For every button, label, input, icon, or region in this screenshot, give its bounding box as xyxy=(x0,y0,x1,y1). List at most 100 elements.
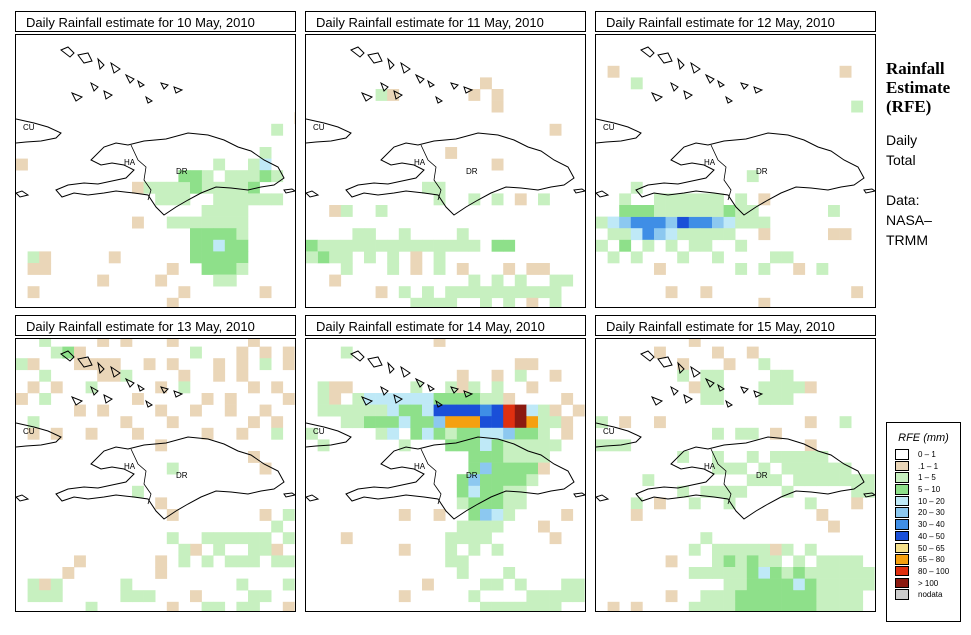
rainfall-cell xyxy=(120,590,133,603)
rainfall-cell xyxy=(619,205,632,217)
rainfall-cell xyxy=(712,193,724,206)
rainfall-cell xyxy=(700,532,713,545)
rainfall-cell xyxy=(178,286,191,299)
rainfall-cell xyxy=(851,555,864,568)
rainfall-cell xyxy=(456,393,469,405)
rainfall-cell xyxy=(514,427,527,440)
rainfall-cell xyxy=(793,474,806,487)
rainfall-cell xyxy=(491,100,504,113)
rainfall-cell xyxy=(468,193,481,206)
rainfall-cell xyxy=(770,369,782,382)
rainfall-cell xyxy=(793,601,806,611)
rainfall-cell xyxy=(549,297,562,307)
cuba-coastline xyxy=(16,422,62,448)
hispaniola-coastline xyxy=(635,436,865,520)
rainfall-cell xyxy=(758,381,771,394)
rainfall-cell xyxy=(538,439,550,452)
bahamas-island xyxy=(350,46,365,58)
rainfall-cell xyxy=(422,404,434,417)
bahamas-island xyxy=(77,52,93,64)
rainfall-cell xyxy=(39,339,52,347)
legend-item: 50 – 65 xyxy=(887,542,960,555)
rainfall-cell xyxy=(677,451,690,463)
rainfall-cell xyxy=(630,205,643,217)
rainfall-cell xyxy=(456,439,469,452)
rainfall-cell xyxy=(248,193,260,206)
rainfall-cell xyxy=(271,170,284,183)
rainfall-cell xyxy=(758,216,771,229)
rainfall-cell xyxy=(340,251,353,264)
haiti-dr-border xyxy=(710,144,732,201)
bahamas-island xyxy=(450,386,459,394)
rainfall-map: CU HA DR xyxy=(15,34,296,308)
rainfall-cell xyxy=(491,578,504,591)
rainfall-cell xyxy=(514,369,527,382)
legend-swatch xyxy=(895,472,909,483)
rainfall-cell xyxy=(445,416,458,429)
legend-item: 0 – 1 xyxy=(887,449,960,461)
rainfall-cell xyxy=(132,485,144,498)
rainfall-cell xyxy=(596,439,608,452)
rainfall-cell xyxy=(688,497,701,510)
rainfall-cell xyxy=(700,393,713,405)
rainfall-cell xyxy=(700,228,713,241)
rainfall-cell xyxy=(248,555,260,568)
rainfall-cell xyxy=(155,193,168,206)
rainfall-cell xyxy=(398,590,411,603)
haiti-dr-border xyxy=(130,144,152,201)
bahamas-island xyxy=(124,377,135,388)
rainfall-cell xyxy=(781,485,794,498)
rainfall-cell xyxy=(306,239,318,252)
rainfall-cell xyxy=(816,567,829,579)
rainfall-cell xyxy=(804,601,817,611)
rainfall-cell xyxy=(851,567,864,579)
rainfall-cell xyxy=(770,543,782,556)
product-title: Rainfall Estimate (RFE) xyxy=(886,59,950,116)
rainfall-cell xyxy=(445,404,458,417)
rainfall-cell xyxy=(793,567,806,579)
bahamas-island xyxy=(414,377,425,388)
rainfall-cell xyxy=(723,567,736,579)
product-title-line: (RFE) xyxy=(886,97,932,116)
haiti-label: HA xyxy=(414,158,426,167)
bahamas-island xyxy=(360,396,374,406)
rainfall-cell xyxy=(526,404,539,417)
rainfall-cell xyxy=(352,404,365,417)
rainfall-cell xyxy=(816,555,829,568)
rainfall-cell xyxy=(688,601,701,611)
bahamas-island xyxy=(740,386,749,394)
rainfall-cell xyxy=(120,339,133,347)
rainfall-cell xyxy=(746,601,759,611)
rainfall-cell xyxy=(120,578,133,591)
rainfall-cell xyxy=(712,601,724,611)
rainfall-cell xyxy=(398,416,411,429)
rainfall-cell xyxy=(793,555,806,568)
rainfall-cell xyxy=(236,170,249,183)
rainfall-cell xyxy=(526,462,539,475)
rainfall-cell xyxy=(433,416,446,429)
panel-title: Daily Rainfall estimate for 15 May, 2010 xyxy=(595,315,876,336)
rainfall-cell xyxy=(851,590,864,603)
rainfall-cell xyxy=(480,509,492,521)
rainfall-cell xyxy=(526,439,539,452)
rainfall-cell xyxy=(781,601,794,611)
rainfall-cell xyxy=(480,439,492,452)
rainfall-cell xyxy=(561,427,574,440)
rainfall-cell xyxy=(828,462,840,475)
rainfall-cell xyxy=(851,100,864,113)
legend-label: 5 – 10 xyxy=(918,485,941,495)
rainfall-cell xyxy=(804,567,817,579)
rainfall-cell xyxy=(619,228,632,241)
jamaica-coastline xyxy=(306,494,320,502)
rainfall-cell xyxy=(828,205,840,217)
rainfall-cell xyxy=(178,555,191,568)
rainfall-cell xyxy=(723,555,736,568)
rainfall-cell xyxy=(514,358,527,371)
rainfall-cell xyxy=(259,286,272,299)
legend-swatch xyxy=(895,577,909,589)
rainfall-cell xyxy=(607,228,620,241)
bahamas-island xyxy=(670,385,679,396)
rainfall-cell xyxy=(97,358,110,371)
legend-item: 20 – 30 xyxy=(887,507,960,519)
rainfall-cell xyxy=(39,263,52,275)
